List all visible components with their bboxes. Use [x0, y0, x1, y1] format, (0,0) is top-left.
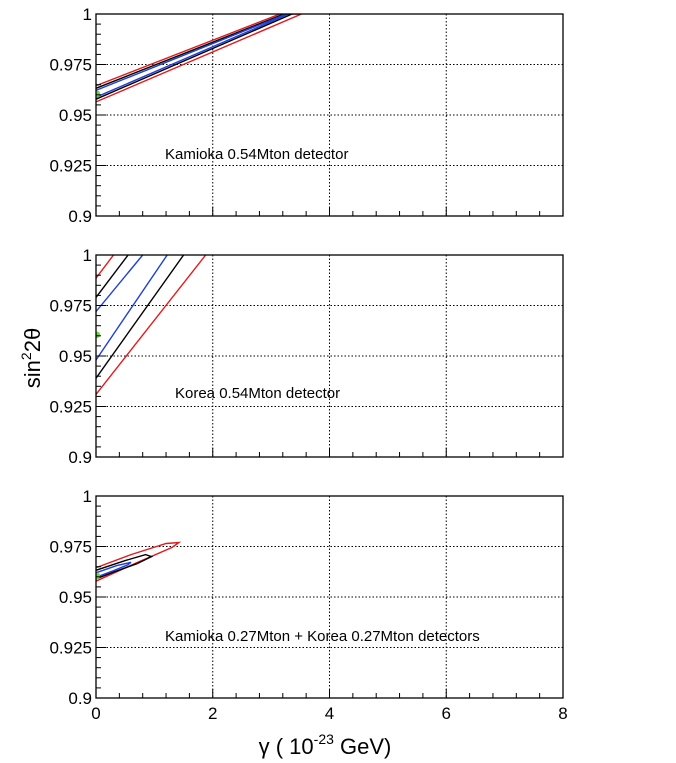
x-tick-label: 4: [325, 704, 334, 723]
panels: 0.9 0.925 0.95 0.975 1 Kamioka 0.54Mton detec…: [49, 5, 567, 723]
x-axis-title-post: GeV): [334, 734, 391, 759]
y-tick-label: 0.9: [68, 689, 92, 708]
panel-2: 0.9 0.925 0.95 0.975 1 Korea 0.54Mton detecto…: [49, 246, 564, 467]
y-tick-label: 0.95: [59, 106, 92, 125]
contours: [96, 255, 207, 395]
y-tick-label: 1: [83, 246, 92, 265]
x-tick-label: 2: [208, 704, 217, 723]
contour-line: [96, 14, 293, 100]
y-tick-label: 0.9: [68, 448, 92, 467]
panel-label: Korea 0.54Mton detector: [175, 385, 340, 402]
x-axis-title-sup: -23: [314, 731, 334, 747]
y-axis-title-base: sin: [20, 360, 45, 388]
y-tick-label: 0.925: [49, 398, 92, 417]
contour-line: [96, 255, 207, 395]
y-axis-title-rest: 2θ: [20, 328, 45, 352]
contour-line: [96, 255, 168, 361]
panel-1: 0.9 0.925 0.95 0.975 1 Kamioka 0.54Mton detec…: [49, 5, 564, 226]
contour-line: [96, 541, 182, 582]
y-tick-label: 0.975: [49, 297, 92, 316]
y-tick-label: 0.95: [59, 347, 92, 366]
contours: [96, 14, 302, 103]
contour-line: [96, 553, 154, 580]
y-tick-label: 0.925: [49, 639, 92, 658]
x-tick-label: 0: [91, 704, 100, 723]
best-fit-point: [96, 572, 101, 579]
y-tick-label: 1: [83, 487, 92, 506]
contour-line: [96, 255, 115, 279]
contours: [96, 541, 182, 582]
y-tick-label: 1: [83, 5, 92, 24]
y-tick-label: 0.925: [49, 157, 92, 176]
panel-3: 0.9 0.925 0.95 0.975 1 0 2 4 6 8 Kamioka 0.27Mton …: [49, 487, 567, 723]
contour-line: [96, 255, 185, 379]
x-axis-title-pre: γ ( 10: [259, 734, 314, 759]
contour-line: [96, 255, 144, 313]
panel-label: Kamioka 0.27Mton + Korea 0.27Mton detect…: [165, 628, 480, 645]
contour-line: [96, 561, 132, 578]
contour-line: [96, 255, 129, 298]
y-tick-label: 0.95: [59, 588, 92, 607]
x-axis-title: γ ( 10-23 GeV): [259, 731, 392, 759]
best-fit-point: [96, 331, 101, 338]
y-tick-label: 0.9: [68, 207, 92, 226]
contour-line: [96, 14, 289, 98]
x-tick-label: 6: [442, 704, 451, 723]
y-axis-title: sin22θ: [18, 328, 45, 388]
y-tick-label: 0.975: [49, 56, 92, 75]
x-tick-label: 8: [558, 704, 567, 723]
best-fit-point: [96, 90, 101, 97]
panel-label: Kamioka 0.54Mton detector: [165, 146, 348, 163]
y-tick-label: 0.975: [49, 538, 92, 557]
contour-line: [96, 14, 302, 103]
y-axis-title-sup: 2: [18, 352, 34, 360]
